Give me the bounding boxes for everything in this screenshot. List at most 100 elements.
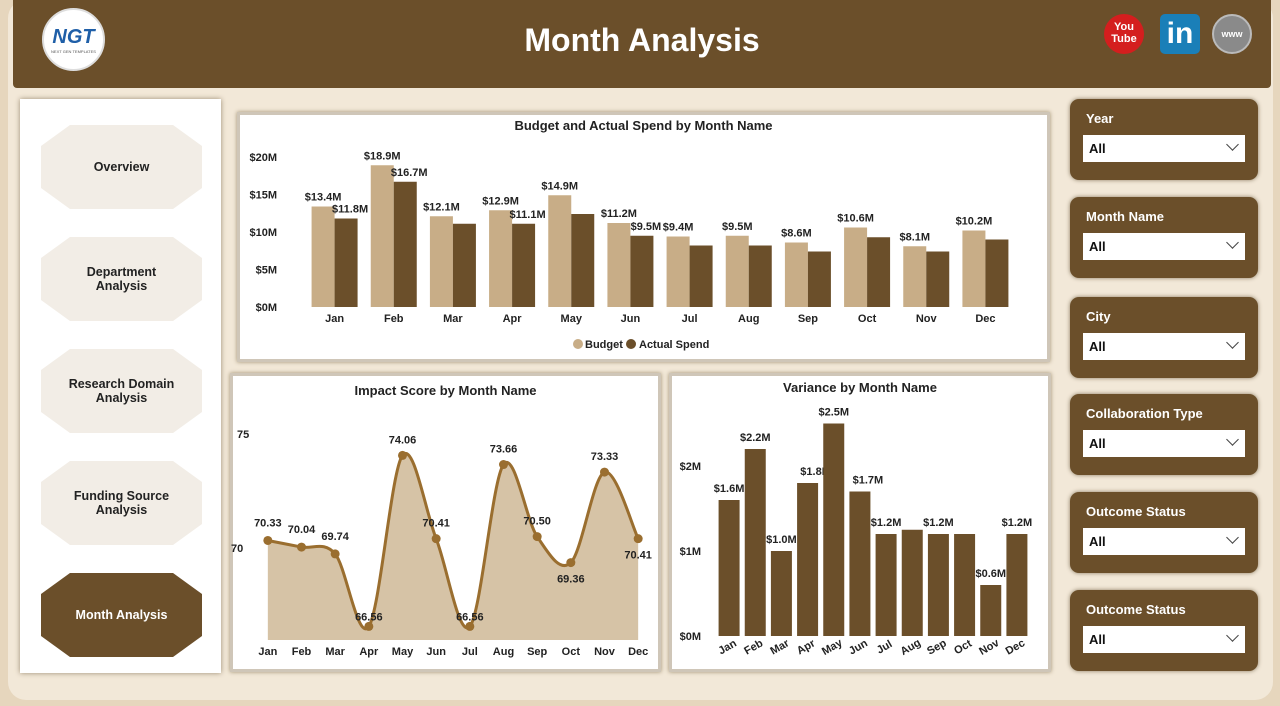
variance-bar (901, 529, 923, 636)
impact-point (465, 621, 475, 631)
x-tick-label: Jan (258, 646, 277, 658)
data-label: $1.8M (800, 466, 831, 478)
x-tick-label: Apr (795, 637, 818, 657)
actual-spend-bar (748, 245, 772, 307)
x-tick-label: Aug (898, 637, 923, 658)
nav-research-domain-analysis[interactable]: Research Domain Analysis (41, 349, 202, 433)
x-tick-label: Dec (628, 646, 648, 658)
filter-value: All (1089, 436, 1106, 451)
impact-point (297, 542, 306, 552)
x-tick-label: Apr (359, 646, 379, 658)
budget-bar (903, 246, 927, 307)
x-tick-label: Mar (443, 313, 463, 325)
chart-title: Budget and Actual Spend by Month Name (514, 118, 773, 133)
impact-point (263, 535, 273, 545)
x-tick-label: Dec (975, 313, 995, 325)
legend-label: Budget (585, 339, 623, 351)
data-label: $10.6M (837, 213, 874, 225)
page-title: Month Analysis (524, 22, 760, 58)
variance-bar (718, 500, 740, 636)
x-tick-label: Oct (952, 637, 974, 657)
data-label: $1.2M (923, 517, 954, 529)
y-tick-label: $2M (680, 461, 701, 473)
actual-spend-bar (689, 245, 713, 307)
budget-bar (844, 227, 868, 307)
budget-bar (489, 210, 513, 307)
x-tick-label: Mar (325, 646, 345, 658)
data-label: $13.4M (305, 192, 342, 204)
x-tick-label: May (561, 313, 583, 325)
x-tick-label: Oct (858, 313, 877, 325)
x-tick-label: Jul (462, 646, 478, 658)
legend-label: Actual Spend (639, 339, 709, 351)
filter-dropdown[interactable]: All (1083, 233, 1245, 260)
filter-value: All (1089, 239, 1106, 254)
data-label: $1.2M (1002, 517, 1033, 529)
x-tick-label: Sep (925, 637, 949, 658)
impact-point (566, 558, 576, 568)
budget-bar (311, 206, 335, 307)
impact-point (600, 467, 609, 477)
actual-spend-bar (571, 214, 595, 307)
x-tick-label: Aug (738, 313, 759, 325)
data-label: 66.56 (355, 611, 383, 623)
y-tick-label: 70 (231, 543, 243, 555)
filter-dropdown[interactable]: All (1083, 135, 1245, 162)
budget-bar (429, 216, 453, 307)
data-label: 74.06 (389, 434, 417, 446)
filter-dropdown[interactable]: All (1083, 430, 1245, 457)
budget-bar (370, 165, 394, 307)
data-label: $1.6M (714, 483, 745, 495)
data-label: $0.6M (975, 568, 1006, 580)
actual-spend-bar (807, 251, 831, 307)
filter-dropdown[interactable]: All (1083, 333, 1245, 360)
data-label: $8.6M (781, 228, 812, 240)
x-tick-label: Jun (847, 637, 870, 657)
chevron-down-icon (1226, 236, 1239, 249)
youtube-icon[interactable]: You Tube (1104, 14, 1144, 54)
linkedin-icon[interactable]: in (1160, 14, 1200, 54)
filter-dropdown[interactable]: All (1083, 528, 1245, 555)
data-label: 70.41 (624, 550, 652, 562)
x-tick-label: Mar (768, 637, 792, 658)
x-tick-label: Feb (742, 637, 765, 657)
data-label: $9.5M (631, 221, 662, 233)
data-label: $9.5M (722, 221, 753, 233)
x-tick-label: Aug (493, 646, 514, 658)
chart-title: Variance by Month Name (783, 380, 937, 395)
sidebar-nav: Overview Department Analysis Research Do… (20, 99, 221, 673)
y-tick-label: 75 (237, 429, 249, 441)
nav-funding-source-analysis[interactable]: Funding Source Analysis (41, 461, 202, 545)
ngt-logo[interactable]: NGT NEXT GEN TEMPLATES (42, 8, 105, 71)
filter-dropdown[interactable]: All (1083, 626, 1245, 653)
budget-bar (725, 235, 749, 307)
chevron-down-icon (1226, 531, 1239, 544)
x-tick-label: Apr (503, 313, 523, 325)
data-label: $1.7M (853, 475, 884, 487)
filter-card: Outcome Status All (1070, 492, 1258, 573)
filter-value: All (1089, 339, 1106, 354)
logo-subtext: NEXT GEN TEMPLATES (51, 49, 96, 54)
budget-bar (962, 230, 986, 307)
actual-spend-bar (512, 223, 536, 307)
x-tick-label: May (820, 636, 845, 658)
data-label: $18.9M (364, 150, 401, 162)
x-tick-label: Jan (325, 313, 344, 325)
budget-bar (666, 236, 690, 307)
data-label: $11.1M (510, 209, 546, 221)
nav-month-analysis[interactable]: Month Analysis (41, 573, 202, 657)
nav-overview[interactable]: Overview (41, 125, 202, 209)
actual-spend-bar (452, 223, 476, 307)
variance-bar (823, 423, 845, 636)
data-label: 70.33 (254, 517, 282, 529)
website-icon[interactable]: www (1212, 14, 1252, 54)
nav-department-analysis[interactable]: Department Analysis (41, 237, 202, 321)
filter-card: Outcome Status All (1070, 590, 1258, 671)
filter-card: Month Name All (1070, 197, 1258, 278)
data-label: $1.0M (766, 534, 797, 546)
logo-text: NGT (52, 26, 95, 48)
website-text: www (1221, 29, 1243, 39)
actual-spend-bar (867, 237, 891, 307)
data-label: $14.9M (541, 180, 578, 192)
